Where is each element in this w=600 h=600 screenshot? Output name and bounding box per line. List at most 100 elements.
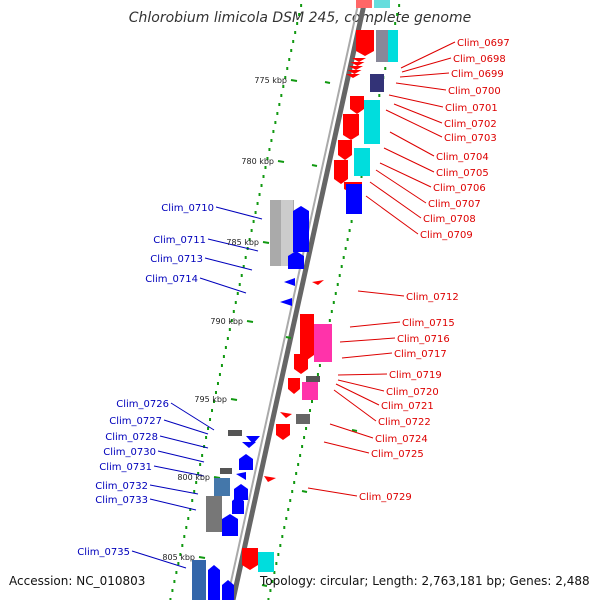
gene-shape <box>343 114 359 140</box>
gene-shape <box>338 140 352 160</box>
gene-label-reverse: Clim_0713 <box>150 254 203 265</box>
gene-label-forward: Clim_0704 <box>436 152 489 163</box>
inner-tick-dot <box>256 202 259 205</box>
gene-shape <box>280 412 292 418</box>
outer-tick-dot <box>281 535 284 538</box>
inner-tick-dot <box>276 112 279 115</box>
inner-tick-dot <box>224 346 227 349</box>
gene-label-reverse: Clim_0727 <box>109 416 162 427</box>
gene-shape <box>350 62 365 66</box>
leader-line <box>400 41 456 69</box>
leader-line <box>389 131 435 157</box>
inner-tick-dot <box>205 436 208 439</box>
inner-tick-dot <box>228 328 231 331</box>
outer-tick-dot <box>378 94 381 97</box>
outer-tick-dot <box>273 571 276 574</box>
scale-label: 785 kbp <box>226 238 259 247</box>
leader-line <box>399 72 450 78</box>
scale-label: 790 kbp <box>210 317 243 326</box>
gene-label-forward: Clim_0700 <box>448 86 501 97</box>
scale-label: 780 kbp <box>241 157 274 166</box>
inner-tick-dot <box>272 130 275 133</box>
leader-line <box>335 383 380 406</box>
leader-line <box>395 82 447 91</box>
backbone-line <box>230 0 368 600</box>
inner-tick-dot <box>175 571 178 574</box>
major-tick-outer <box>311 164 318 167</box>
gene-shape <box>232 496 244 514</box>
gene-label-forward: Clim_0701 <box>445 103 498 114</box>
gene-label-forward: Clim_0719 <box>389 370 442 381</box>
outer-tick-dot <box>303 436 306 439</box>
gene-shape <box>228 430 242 436</box>
outer-tick-dot <box>396 13 399 16</box>
inner-tick-dot <box>244 256 247 259</box>
major-tick-inner <box>277 160 285 163</box>
gene-label-forward: Clim_0708 <box>423 214 476 225</box>
leader-line <box>204 257 253 271</box>
gene-shape <box>276 424 290 440</box>
gene-label-forward: Clim_0715 <box>402 318 455 329</box>
inner-tick-dot <box>284 76 287 79</box>
gene-shape <box>374 0 390 8</box>
inner-tick-dot <box>169 598 172 600</box>
gene-shape <box>288 378 300 394</box>
inner-tick-dot <box>252 220 255 223</box>
gene-shape <box>206 496 222 532</box>
outer-tick-dot <box>342 256 345 259</box>
gene-shape <box>347 70 362 74</box>
leader-line <box>329 423 374 439</box>
outer-tick-dot <box>277 553 280 556</box>
outer-tick-dot <box>279 544 282 547</box>
outer-tick-dot <box>340 265 343 268</box>
inner-tick-dot <box>191 499 194 502</box>
inner-tick-dot <box>268 148 271 151</box>
gene-shape <box>222 580 234 600</box>
inner-tick-dot <box>181 544 184 547</box>
leader-line <box>385 109 443 138</box>
outer-tick-dot <box>309 409 312 412</box>
gene-shape <box>239 454 253 470</box>
leader-line <box>349 321 401 328</box>
outer-tick-dot <box>285 517 288 520</box>
leader-line <box>383 147 435 173</box>
gene-shape <box>306 376 320 382</box>
gene-shape <box>370 74 384 92</box>
gene-shape <box>388 30 398 62</box>
leader-line <box>157 450 205 463</box>
inner-tick-dot <box>296 22 299 25</box>
outer-tick-dot <box>360 175 363 178</box>
leader-line <box>153 465 205 477</box>
outer-tick-dot <box>275 562 278 565</box>
gene-label-forward: Clim_0699 <box>451 69 504 80</box>
inner-tick-dot <box>270 139 273 142</box>
leader-line <box>401 57 452 73</box>
scale-label: 775 kbp <box>254 76 287 85</box>
inner-tick-dot <box>264 166 267 169</box>
inner-tick-dot <box>248 238 251 241</box>
gene-label-forward: Clim_0697 <box>457 38 510 49</box>
major-tick-inner <box>246 320 254 323</box>
gene-shape <box>281 200 293 266</box>
gene-shape <box>346 74 360 78</box>
gene-shape <box>222 514 238 536</box>
leader-line <box>215 206 263 220</box>
leader-line <box>149 498 197 511</box>
gene-label-forward: Clim_0725 <box>371 449 424 460</box>
inner-tick-dot <box>266 157 269 160</box>
leader-line <box>393 103 443 124</box>
inner-tick-dot <box>173 580 176 583</box>
inner-tick-dot <box>203 445 206 448</box>
inner-tick-dot <box>298 13 301 16</box>
inner-tick-dot <box>278 103 281 106</box>
gene-label-forward: Clim_0717 <box>394 349 447 360</box>
gene-shape <box>349 66 363 70</box>
scale-label: 805 kbp <box>162 553 195 562</box>
leader-line <box>337 379 385 392</box>
leader-line <box>199 277 247 294</box>
leader-line <box>333 389 377 422</box>
leader-line <box>388 94 444 108</box>
inner-tick-dot <box>171 589 174 592</box>
accession-text: Accession: NC_010803 <box>9 574 146 588</box>
outer-tick-dot <box>293 481 296 484</box>
